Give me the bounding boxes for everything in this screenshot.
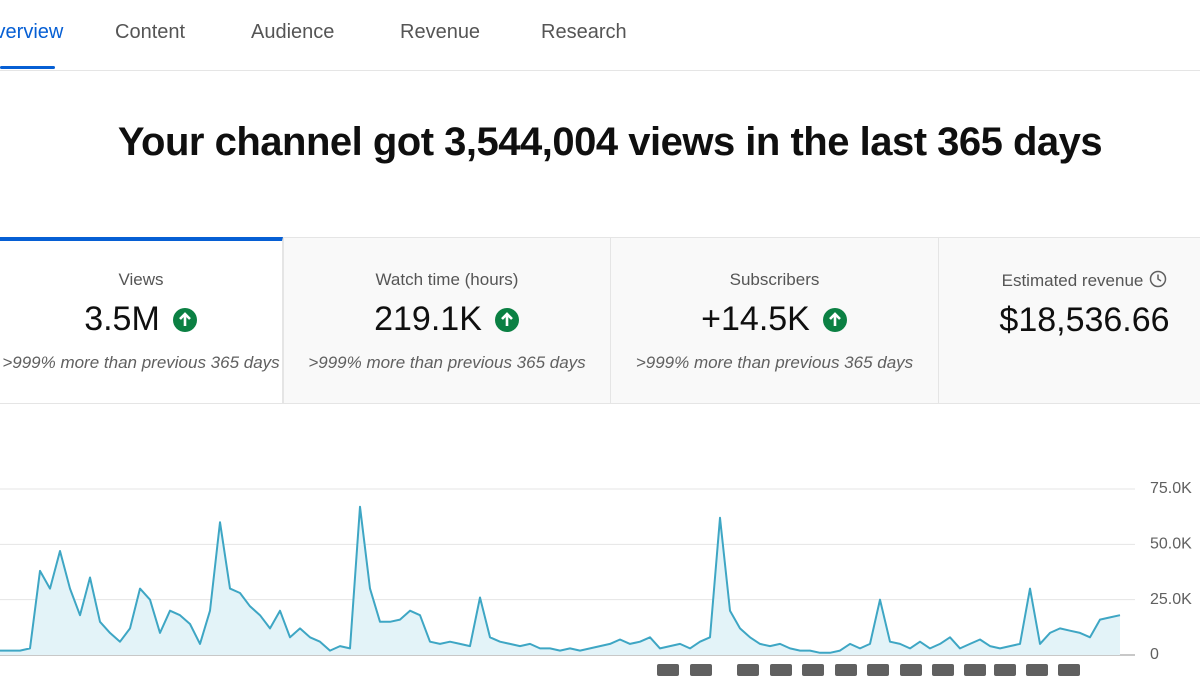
tab[interactable]: Content: [115, 21, 186, 43]
axis-icon: [867, 664, 889, 676]
metric-value: $18,536.66: [999, 301, 1170, 339]
axis-icon: [737, 664, 759, 676]
axis-icon: [802, 664, 824, 676]
metric-label: Subscribers: [729, 270, 820, 289]
metric-value-row: +14.5K: [611, 300, 938, 339]
axis-icon: [770, 664, 792, 676]
up-icon: [172, 307, 197, 332]
metric-card[interactable]: Watch time (hours) 219.1K >999% more tha…: [283, 237, 611, 404]
metric-value-row: $18,536.66: [939, 301, 1200, 340]
tab[interactable]: Research: [541, 21, 627, 43]
y-tick-label: 50.0K: [1150, 536, 1192, 553]
metric-card[interactable]: Subscribers +14.5K >999% more than previ…: [610, 237, 939, 404]
axis-icon: [657, 664, 679, 676]
tab[interactable]: Overview: [0, 21, 64, 43]
axis-icon: [1026, 664, 1048, 676]
x-axis-icons: [657, 664, 1080, 676]
line: [0, 505, 1121, 654]
metric-card[interactable]: Estimated revenue $18,536.66: [938, 237, 1200, 404]
y-tick-label: 0: [1150, 646, 1159, 663]
chart: 0 25.0K 50.0K 75.0K: [0, 480, 1192, 676]
up-icon: [822, 307, 847, 332]
y-tick-label: 25.0K: [1150, 591, 1192, 608]
clock-icon: [1150, 270, 1167, 288]
axis-icon: [964, 664, 986, 676]
metric-label: Estimated revenue: [1001, 271, 1144, 290]
tab-bar: Overview Content Audience Revenue Resear…: [0, 0, 1200, 71]
metric-note: >999% more than previous 365 days: [635, 353, 914, 372]
headline: Your channel got 3,544,004 views in the …: [117, 120, 1103, 164]
metric-label: Views: [118, 270, 164, 289]
metric-value: +14.5K: [701, 300, 810, 338]
metric-value: 219.1K: [374, 300, 482, 338]
axis-icon: [835, 664, 857, 676]
metric-label-row: Estimated revenue: [939, 270, 1200, 291]
metric-value-row: 219.1K: [284, 300, 610, 339]
metric-card[interactable]: Views 3.5M >999% more than previous 365 …: [0, 237, 283, 404]
tab[interactable]: Revenue: [400, 21, 481, 43]
axis-icon: [932, 664, 954, 676]
metric-note: >999% more than previous 365 days: [2, 353, 280, 372]
tab[interactable]: Audience: [251, 21, 335, 43]
metric-label: Watch time (hours): [375, 270, 519, 289]
axis-icon: [900, 664, 922, 676]
metric-note: >999% more than previous 365 days: [308, 353, 586, 372]
y-tick-label: 75.0K: [1150, 480, 1192, 497]
up-icon: [494, 307, 519, 332]
axis-icon: [1058, 664, 1080, 676]
metric-value: 3.5M: [84, 300, 160, 338]
axis-icon: [994, 664, 1016, 676]
tab-underline: [0, 66, 55, 69]
area: [0, 506, 1120, 655]
axis-icon: [690, 664, 712, 676]
metric-value-row: 3.5M: [0, 300, 282, 339]
